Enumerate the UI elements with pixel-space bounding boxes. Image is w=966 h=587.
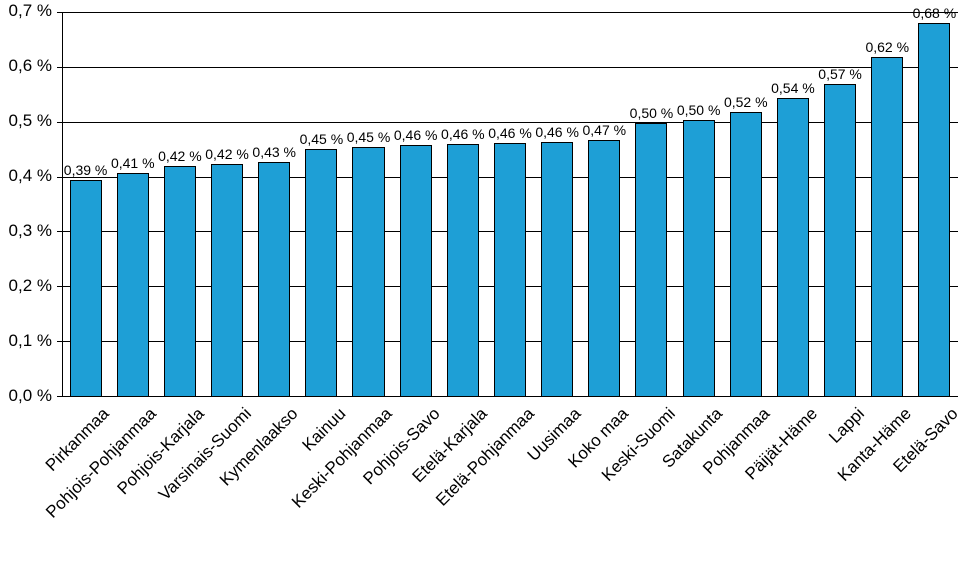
x-label-slot: Kanta-Häme bbox=[864, 404, 911, 405]
x-label-slot: Keski-Suomi bbox=[628, 404, 675, 405]
bar-chart: 0,39 %0,41 %0,42 %0,42 %0,43 %0,45 %0,45… bbox=[0, 0, 966, 587]
bar bbox=[824, 84, 856, 396]
bar-slot: 0,46 % bbox=[392, 127, 439, 396]
y-tick bbox=[57, 122, 62, 123]
x-label-slot: Pohjanmaa bbox=[722, 404, 769, 405]
bar-value-label: 0,45 % bbox=[347, 129, 391, 145]
x-label-slot: Satakunta bbox=[675, 404, 722, 405]
y-tick-label: 0,4 % bbox=[0, 166, 52, 186]
y-tick-label: 0,1 % bbox=[0, 331, 52, 351]
bar-value-label: 0,42 % bbox=[205, 146, 249, 162]
y-tick-label: 0,2 % bbox=[0, 276, 52, 296]
bar bbox=[352, 147, 384, 396]
bar-slot: 0,54 % bbox=[769, 80, 816, 396]
y-tick bbox=[57, 341, 62, 342]
bar-value-label: 0,50 % bbox=[677, 102, 721, 118]
bar bbox=[211, 164, 243, 396]
bar bbox=[164, 166, 196, 396]
y-tick bbox=[57, 231, 62, 232]
x-tick-label: Lappi bbox=[825, 404, 869, 448]
bar-slot: 0,47 % bbox=[581, 122, 628, 396]
bar-value-label: 0,68 % bbox=[913, 5, 957, 21]
x-label-slot: Pohjois-Karjala bbox=[156, 404, 203, 405]
bar-slot: 0,43 % bbox=[251, 144, 298, 396]
x-label-slot: Päijät-Häme bbox=[769, 404, 816, 405]
bar bbox=[117, 173, 149, 396]
bar-slot: 0,50 % bbox=[675, 102, 722, 396]
bar bbox=[400, 145, 432, 396]
bar-value-label: 0,57 % bbox=[818, 66, 862, 82]
x-label-slot: Pohjois-Savo bbox=[392, 404, 439, 405]
bar-slot: 0,42 % bbox=[156, 148, 203, 396]
x-label-slot: Kymenlaakso bbox=[251, 404, 298, 405]
bar-value-label: 0,54 % bbox=[771, 80, 815, 96]
bar bbox=[541, 142, 573, 396]
y-tick bbox=[57, 12, 62, 13]
bar-value-label: 0,43 % bbox=[252, 144, 296, 160]
bar-slot: 0,46 % bbox=[534, 124, 581, 396]
bar bbox=[447, 144, 479, 396]
bar-value-label: 0,47 % bbox=[583, 122, 627, 138]
y-tick-label: 0,6 % bbox=[0, 56, 52, 76]
bar-slot: 0,46 % bbox=[439, 126, 486, 396]
bar-value-label: 0,42 % bbox=[158, 148, 202, 164]
bar-value-label: 0,39 % bbox=[64, 162, 108, 178]
x-label-slot: Varsinais-Suomi bbox=[203, 404, 250, 405]
bar-slot: 0,68 % bbox=[911, 5, 958, 396]
x-label-slot: Pohjois-Pohjanmaa bbox=[109, 404, 156, 405]
bar-slot: 0,39 % bbox=[62, 162, 109, 396]
x-label-slot: Etelä-Savo bbox=[911, 404, 958, 405]
x-label-slot: Etelä-Karjala bbox=[439, 404, 486, 405]
bar bbox=[918, 23, 950, 396]
bar-slot: 0,46 % bbox=[486, 125, 533, 396]
x-label-slot: Etelä-Pohjanmaa bbox=[486, 404, 533, 405]
x-label-slot: Uusimaa bbox=[534, 404, 581, 405]
bar-value-label: 0,46 % bbox=[535, 124, 579, 140]
y-tick-label: 0,3 % bbox=[0, 221, 52, 241]
bar bbox=[305, 149, 337, 396]
y-tick bbox=[57, 177, 62, 178]
y-axis-line bbox=[62, 12, 63, 396]
bar bbox=[635, 123, 667, 396]
plot-area: 0,39 %0,41 %0,42 %0,42 %0,43 %0,45 %0,45… bbox=[62, 12, 958, 396]
y-tick bbox=[57, 67, 62, 68]
y-tick-label: 0,5 % bbox=[0, 111, 52, 131]
x-label-slot: Pirkanmaa bbox=[62, 404, 109, 405]
bar-value-label: 0,62 % bbox=[865, 39, 909, 55]
bar-value-label: 0,46 % bbox=[394, 127, 438, 143]
y-tick-label: 0,0 % bbox=[0, 386, 52, 406]
x-label-slot: Lappi bbox=[817, 404, 864, 405]
bar bbox=[258, 162, 290, 396]
bar-value-label: 0,50 % bbox=[630, 105, 674, 121]
x-axis-line bbox=[62, 396, 958, 397]
bar-value-label: 0,41 % bbox=[111, 155, 155, 171]
y-tick bbox=[57, 396, 62, 397]
bar bbox=[494, 143, 526, 396]
x-axis-labels: PirkanmaaPohjois-PohjanmaaPohjois-Karjal… bbox=[62, 404, 958, 405]
bar bbox=[588, 140, 620, 396]
bars-row: 0,39 %0,41 %0,42 %0,42 %0,43 %0,45 %0,45… bbox=[62, 12, 958, 396]
y-tick-label: 0,7 % bbox=[0, 1, 52, 21]
bar-slot: 0,50 % bbox=[628, 105, 675, 396]
bar-value-label: 0,45 % bbox=[300, 131, 344, 147]
bar bbox=[70, 180, 102, 396]
bar-slot: 0,57 % bbox=[817, 66, 864, 396]
bar-value-label: 0,46 % bbox=[441, 126, 485, 142]
bar-slot: 0,52 % bbox=[722, 94, 769, 396]
y-tick bbox=[57, 286, 62, 287]
x-label-slot: Keski-Pohjanmaa bbox=[345, 404, 392, 405]
bar bbox=[730, 112, 762, 396]
bar-value-label: 0,46 % bbox=[488, 125, 532, 141]
x-label-slot: Kainuu bbox=[298, 404, 345, 405]
x-label-slot: Koko maa bbox=[581, 404, 628, 405]
bar-slot: 0,45 % bbox=[345, 129, 392, 396]
bar-slot: 0,41 % bbox=[109, 155, 156, 396]
bar bbox=[777, 98, 809, 396]
bar bbox=[871, 57, 903, 396]
bar-slot: 0,42 % bbox=[203, 146, 250, 396]
bar-value-label: 0,52 % bbox=[724, 94, 768, 110]
bar-slot: 0,45 % bbox=[298, 131, 345, 396]
bar bbox=[683, 120, 715, 396]
bar-slot: 0,62 % bbox=[864, 39, 911, 396]
